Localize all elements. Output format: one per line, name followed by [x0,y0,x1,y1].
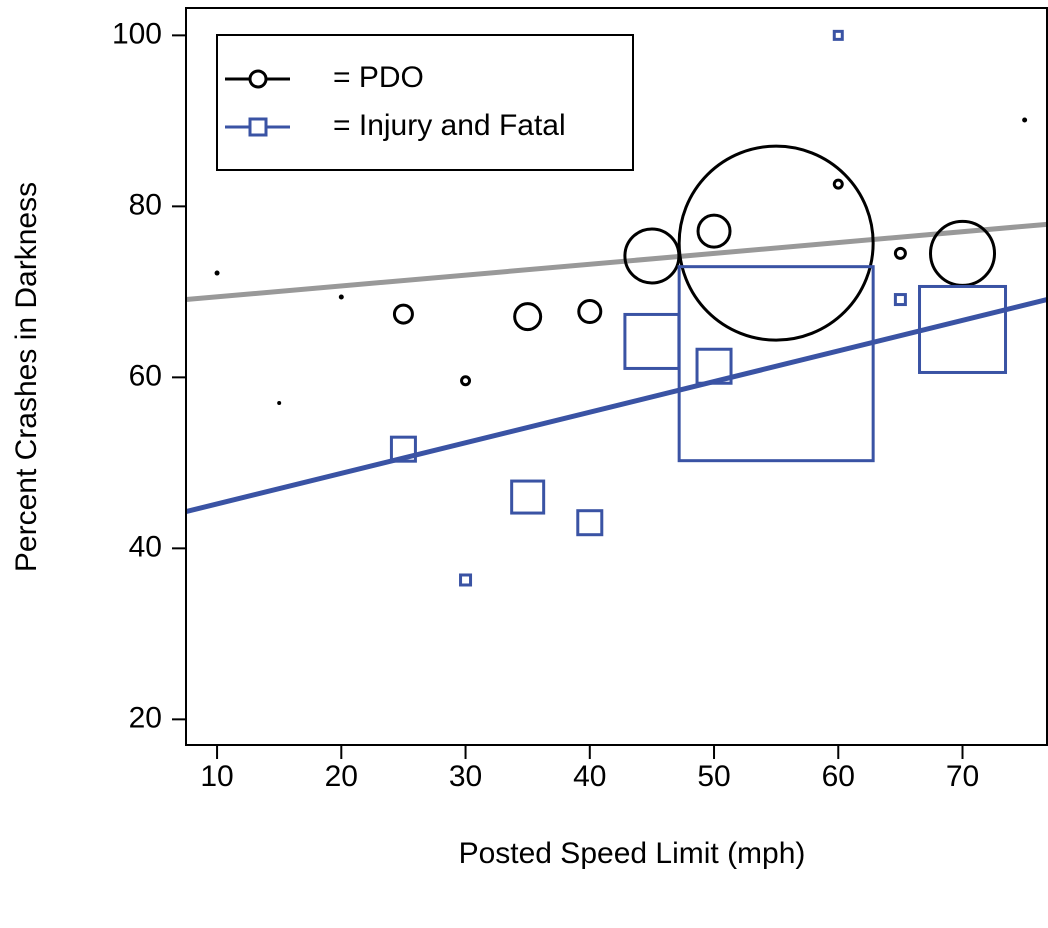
x-tick-label: 30 [449,760,482,793]
bubble [893,293,907,307]
bubble [392,303,414,325]
y-tick-label: 80 [129,188,162,221]
trend-line [186,297,1047,515]
bubble [832,178,844,190]
x-tick-label: 40 [573,760,606,793]
bubble [338,294,344,300]
x-tick-label: 60 [822,760,855,793]
bubble [460,375,472,387]
bubble [459,573,473,587]
bubble [1022,117,1028,123]
bubble [577,299,603,325]
legend-box [216,34,634,171]
bubble [513,302,543,332]
x-tick-label: 50 [697,760,730,793]
bubble [893,246,907,260]
x-axis-label: Posted Speed Limit (mph) [459,837,806,870]
y-tick-label: 60 [129,359,162,392]
legend-marker [248,69,268,89]
legend-marker [248,117,268,137]
bubble [695,347,733,385]
trend-line [186,221,1047,303]
bubble [389,435,417,463]
y-tick-label: 20 [129,701,162,734]
y-tick-label: 40 [129,530,162,563]
bubble [576,509,604,537]
bubble [214,270,220,276]
x-tick-label: 70 [946,760,979,793]
bubble [832,29,844,41]
bubble [623,312,681,370]
plot-area [186,29,1047,587]
bubble [277,401,282,406]
y-tick-label: 100 [112,17,162,50]
bubble [696,213,732,249]
y-axis-label: Percent Crashes in Darkness [10,182,43,572]
plot-frame [185,7,1048,746]
bubble [677,144,875,342]
x-tick-label: 20 [325,760,358,793]
x-tick-label: 10 [200,760,233,793]
bubble [510,479,546,515]
legend-label: = PDO [333,61,424,94]
bubble [677,265,875,463]
bubble [918,284,1008,374]
legend-label: = Injury and Fatal [333,109,566,142]
